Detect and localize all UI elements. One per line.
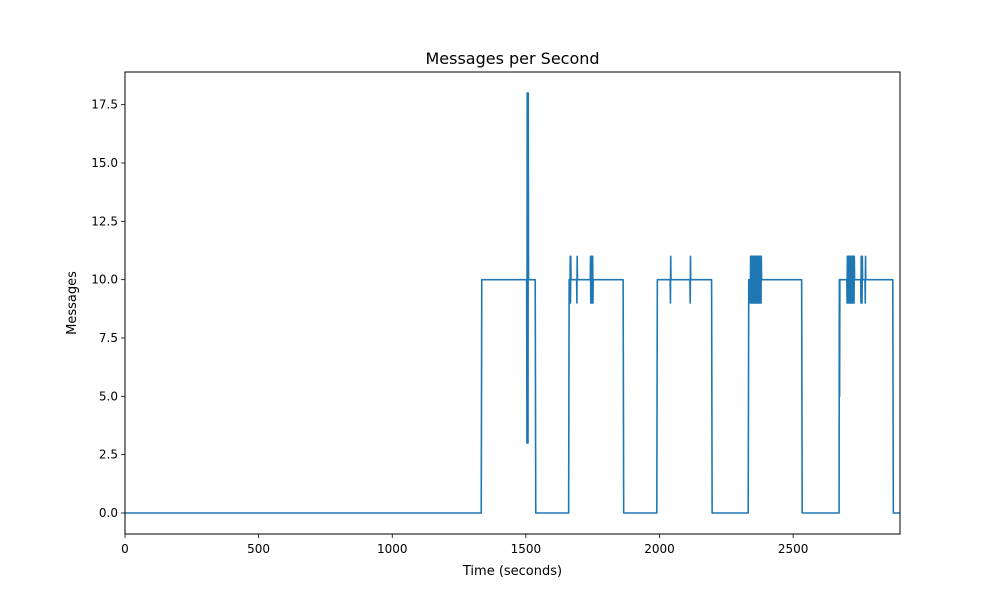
- x-tick-label: 1500: [511, 542, 542, 556]
- y-axis: 0.0 2.5 5.0 7.5 10.0 12.5 15.0 17.5: [91, 98, 125, 520]
- series-line-0: [125, 92, 900, 514]
- x-tick-label: 500: [247, 542, 270, 556]
- x-tick-label: 0: [121, 542, 129, 556]
- x-tick-label: 2500: [778, 542, 809, 556]
- y-tick-label: 15.0: [91, 156, 118, 170]
- y-tick-label: 10.0: [91, 273, 118, 287]
- y-tick-label: 17.5: [91, 98, 118, 112]
- y-tick-label: 5.0: [99, 389, 118, 403]
- chart-title: Messages per Second: [425, 49, 599, 68]
- plot-frame: [124, 71, 901, 535]
- x-tick-label: 2000: [644, 542, 675, 556]
- x-axis-label: Time (seconds): [462, 564, 562, 579]
- y-tick-label: 12.5: [91, 214, 118, 228]
- x-axis: 0 500 1000 1500 2000 2500: [121, 534, 808, 556]
- y-axis-label: Messages: [65, 271, 80, 335]
- plot-series: [125, 92, 900, 514]
- x-tick-label: 1000: [377, 542, 408, 556]
- y-tick-label: 7.5: [99, 331, 118, 345]
- y-tick-label: 0.0: [99, 506, 118, 520]
- y-tick-label: 2.5: [99, 448, 118, 462]
